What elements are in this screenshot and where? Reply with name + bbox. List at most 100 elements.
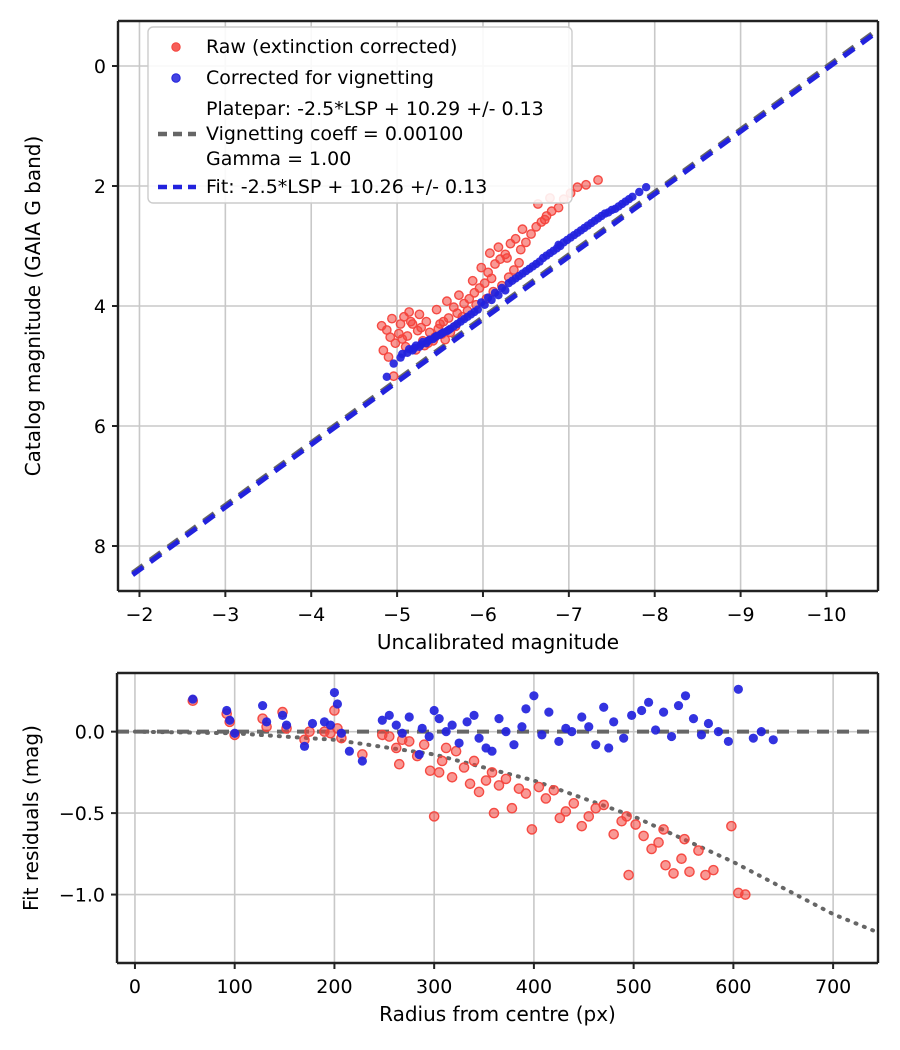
tick-label-x: 200 bbox=[316, 976, 352, 998]
tick-label-y: 0 bbox=[94, 56, 106, 78]
legend-label: Raw (extinction corrected) bbox=[206, 36, 457, 58]
data-point bbox=[581, 179, 591, 190]
data-point bbox=[554, 240, 563, 249]
legend-label: Platepar: -2.5*LSP + 10.29 +/- 0.13 bbox=[206, 98, 544, 120]
data-point bbox=[520, 788, 532, 799]
data-point bbox=[448, 302, 459, 313]
tick-label-x: 0 bbox=[129, 976, 141, 998]
data-point bbox=[658, 824, 669, 835]
data-point bbox=[262, 717, 272, 727]
data-point bbox=[568, 798, 580, 809]
xaxis-title: Uncalibrated magnitude bbox=[377, 630, 619, 654]
data-point bbox=[537, 730, 547, 740]
data-point bbox=[521, 237, 531, 248]
data-point bbox=[389, 359, 398, 368]
data-point bbox=[222, 705, 232, 716]
data-point bbox=[277, 710, 288, 720]
legend-label: Fit: -2.5*LSP + 10.26 +/- 0.13 bbox=[206, 176, 487, 198]
tick-label-x: −8 bbox=[641, 604, 669, 626]
data-point bbox=[378, 345, 389, 356]
data-point bbox=[726, 820, 737, 832]
data-point bbox=[464, 293, 475, 304]
data-point bbox=[562, 235, 572, 245]
data-point bbox=[679, 833, 690, 845]
data-point bbox=[554, 812, 566, 824]
data-point bbox=[500, 773, 512, 785]
data-point bbox=[376, 320, 387, 331]
data-point bbox=[447, 720, 457, 730]
data-point bbox=[584, 722, 594, 732]
data-point bbox=[454, 290, 464, 301]
legend-label: Vignetting coeff = 0.00100 bbox=[206, 123, 463, 145]
data-point bbox=[477, 298, 486, 307]
data-point bbox=[404, 307, 415, 317]
data-point bbox=[569, 231, 579, 240]
legend-label: Gamma = 1.00 bbox=[206, 148, 351, 170]
legend-label: Corrected for vignetting bbox=[206, 67, 434, 89]
tick-label-y: 6 bbox=[94, 416, 106, 438]
data-point bbox=[604, 743, 614, 753]
data-point bbox=[453, 319, 462, 329]
data-point bbox=[591, 740, 601, 750]
data-point bbox=[488, 807, 500, 819]
data-point bbox=[393, 328, 404, 339]
data-point bbox=[474, 733, 484, 743]
data-point bbox=[567, 727, 577, 737]
data-point bbox=[397, 728, 407, 738]
data-point bbox=[650, 725, 661, 735]
data-point bbox=[598, 799, 610, 811]
data-point bbox=[441, 727, 451, 737]
magnitude-calibration-panel: −2 −3 −4 −5 −6 −7 −8 −9 −10 0 2 4 6 8 Uncalibrated mag… bbox=[21, 19, 880, 654]
data-point bbox=[517, 224, 528, 235]
data-point bbox=[454, 738, 464, 748]
tick-label-x: −9 bbox=[727, 604, 755, 626]
data-point bbox=[733, 684, 743, 694]
data-point bbox=[507, 276, 517, 285]
data-point bbox=[459, 315, 469, 324]
data-point bbox=[393, 758, 405, 770]
data-point bbox=[609, 717, 619, 727]
data-point bbox=[658, 707, 669, 717]
data-point bbox=[344, 746, 354, 756]
data-point bbox=[513, 783, 525, 794]
data-point bbox=[493, 780, 505, 791]
tick-label-y: −0.5 bbox=[59, 803, 105, 825]
data-point bbox=[391, 720, 401, 730]
data-point bbox=[510, 233, 521, 244]
data-point bbox=[439, 328, 448, 337]
data-point bbox=[623, 869, 634, 881]
data-point bbox=[480, 775, 492, 786]
data-point bbox=[464, 778, 476, 790]
data-point bbox=[307, 718, 318, 729]
data-point bbox=[572, 182, 583, 193]
data-point bbox=[428, 811, 440, 822]
data-point bbox=[304, 726, 315, 737]
data-point bbox=[440, 742, 452, 754]
data-point bbox=[599, 702, 609, 712]
data-point bbox=[688, 714, 699, 724]
data-point bbox=[390, 338, 401, 349]
data-point bbox=[630, 819, 641, 830]
data-point bbox=[526, 824, 538, 835]
data-point bbox=[483, 293, 493, 302]
data-point bbox=[382, 372, 391, 381]
data-point bbox=[493, 242, 504, 253]
tick-label-x: 700 bbox=[815, 976, 851, 998]
data-point bbox=[533, 781, 545, 793]
tick-label-y: 2 bbox=[94, 176, 106, 198]
data-point bbox=[624, 195, 634, 204]
data-point bbox=[446, 771, 458, 783]
data-point bbox=[414, 749, 424, 760]
data-point bbox=[693, 845, 704, 856]
data-point bbox=[258, 700, 268, 711]
data-point bbox=[621, 811, 632, 822]
tick-label-y: −1.0 bbox=[59, 885, 105, 907]
tick-label-x: −6 bbox=[469, 604, 497, 626]
yaxis-title: Catalog magnitude (GAIA G band) bbox=[21, 136, 45, 477]
data-point bbox=[756, 727, 766, 737]
data-point bbox=[403, 736, 415, 747]
data-point bbox=[424, 765, 436, 777]
data-point bbox=[446, 324, 455, 333]
data-point bbox=[411, 341, 421, 350]
